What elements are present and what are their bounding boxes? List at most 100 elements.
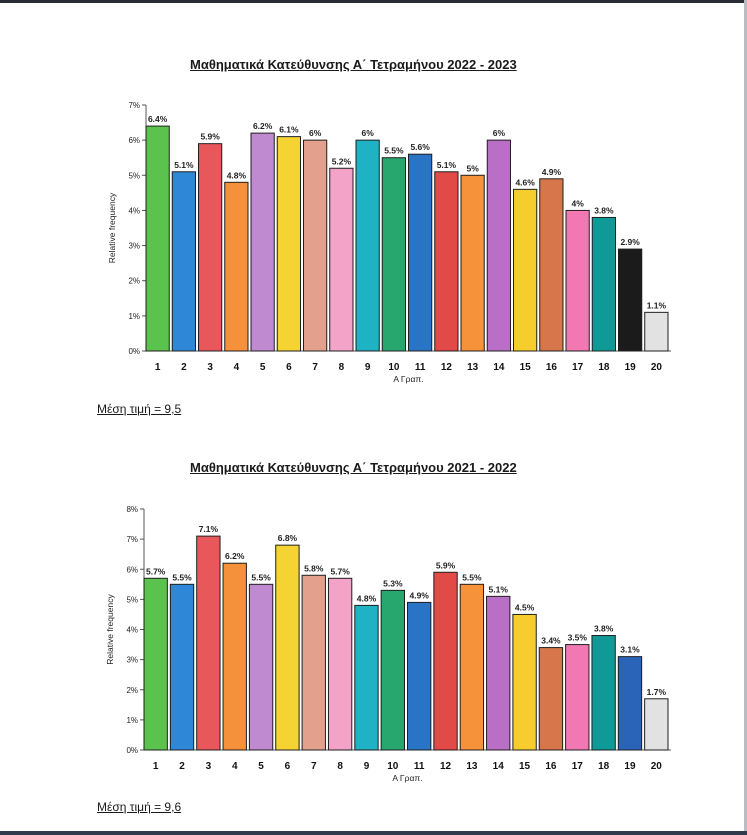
chart-1-data-label-8: 5.2% bbox=[332, 156, 352, 166]
chart-2-bar-1 bbox=[143, 577, 168, 751]
chart-1-x-tick-13: 13 bbox=[467, 362, 479, 373]
chart-2-x-tick-3: 3 bbox=[206, 761, 212, 772]
chart-1-data-label-7: 6% bbox=[309, 128, 322, 138]
chart-2-bar-3 bbox=[196, 535, 221, 751]
chart-1-x-tick-1: 1 bbox=[155, 362, 161, 373]
chart-1-bar-13 bbox=[460, 174, 485, 352]
chart-2-y-tick-label: 4% bbox=[126, 626, 138, 635]
chart-2-bar-2 bbox=[169, 583, 195, 751]
chart-2-data-label-18: 3.8% bbox=[594, 624, 614, 634]
chart-2-x-tick-11: 11 bbox=[414, 761, 425, 772]
chart-2-y-axis-label: Relative frequency bbox=[105, 594, 115, 665]
chart-1-y-tick-label: 2% bbox=[128, 277, 140, 286]
chart-2-data-label-12: 5.9% bbox=[436, 560, 456, 570]
chart-1-plot: 0%1%2%3%4%5%6%7%Relative frequency6.4%15… bbox=[107, 101, 671, 384]
chart-2-bar-12 bbox=[433, 571, 458, 751]
chart-1-y-tick-label: 3% bbox=[128, 242, 140, 251]
chart-1-bar-12 bbox=[434, 171, 459, 352]
chart-2-bar-7 bbox=[301, 574, 326, 751]
chart-2-bar-14 bbox=[486, 595, 511, 751]
window-top-edge bbox=[0, 0, 747, 3]
chart-1-bar-14 bbox=[486, 139, 511, 352]
chart-1-data-label-6: 6.1% bbox=[279, 125, 299, 135]
chart-1-bar-17 bbox=[565, 209, 590, 352]
chart-1-data-label-10: 5.5% bbox=[384, 146, 404, 156]
chart-2-data-label-17: 3.5% bbox=[568, 633, 588, 643]
chart-1-data-label-19: 2.9% bbox=[620, 237, 640, 247]
chart-1-y-tick-label: 0% bbox=[128, 347, 140, 356]
chart-1-x-tick-3: 3 bbox=[207, 362, 213, 373]
chart-2-y-tick-label: 0% bbox=[126, 746, 138, 755]
chart-2-bar-10 bbox=[380, 589, 405, 751]
chart-2-y-tick-label: 7% bbox=[126, 535, 138, 544]
chart-1-y-tick-label: 5% bbox=[128, 171, 140, 180]
chart-1-data-label-18: 3.8% bbox=[594, 205, 614, 215]
chart-1-x-tick-7: 7 bbox=[312, 362, 318, 373]
window-bottom-edge bbox=[0, 831, 747, 835]
chart-1-x-tick-11: 11 bbox=[415, 362, 426, 373]
chart-1-x-tick-20: 20 bbox=[651, 362, 663, 373]
chart-1-x-tick-15: 15 bbox=[520, 362, 532, 373]
chart-2-data-label-10: 5.3% bbox=[383, 578, 403, 588]
chart-1-bar-19 bbox=[618, 248, 643, 352]
chart-1-y-tick-label: 6% bbox=[128, 136, 140, 145]
chart-1-bar-2 bbox=[171, 171, 196, 352]
chart-2-bar-4 bbox=[222, 562, 247, 751]
chart-2-y-tick-label: 6% bbox=[126, 565, 138, 574]
chart-2-data-label-16: 3.4% bbox=[541, 636, 561, 646]
chart-2-data-label-15: 4.5% bbox=[515, 602, 535, 612]
chart-2-mean-note: Μέση τιμή = 9,6 bbox=[97, 800, 182, 814]
chart-2-data-label-11: 4.9% bbox=[409, 590, 429, 600]
chart-1-y-tick-label: 4% bbox=[128, 206, 140, 215]
chart-1-x-tick-4: 4 bbox=[234, 362, 240, 373]
chart-2-data-label-20: 1.7% bbox=[647, 687, 667, 697]
chart-2-plot: 0% 1% 2% 3% 4% 5% 6% 7% 8% Relative frequency 5.7%… bbox=[105, 505, 671, 783]
chart-2-data-label-9: 4.8% bbox=[357, 593, 377, 603]
chart-1-x-tick-18: 18 bbox=[598, 362, 610, 373]
chart-1-bar-20 bbox=[644, 311, 669, 352]
chart-1-x-tick-19: 19 bbox=[625, 362, 637, 373]
chart-1-x-tick-2: 2 bbox=[181, 362, 187, 373]
chart-2-data-label-2: 5.5% bbox=[172, 572, 192, 582]
chart-1-data-label-2: 5.1% bbox=[174, 160, 194, 170]
chart-2-x-tick-8: 8 bbox=[337, 761, 343, 772]
chart-1-y-axis-label: Relative frequency bbox=[107, 192, 117, 263]
chart-1-x-tick-5: 5 bbox=[260, 362, 266, 373]
chart-2-title: Μαθηματικά Κατεύθυνσης Α΄ Τετραμήνου 202… bbox=[190, 460, 517, 475]
chart-1-bar-6 bbox=[276, 136, 301, 352]
chart-2-x-tick-9: 9 bbox=[364, 761, 370, 772]
chart-1-title: Μαθηματικά Κατεύθυνσης Α΄ Τετραμήνου 202… bbox=[190, 57, 517, 72]
chart-2-bar-8 bbox=[327, 577, 353, 751]
chart-2-y-tick-label: 1% bbox=[126, 716, 138, 725]
chart-1-data-label-16: 4.9% bbox=[542, 167, 562, 177]
chart-2-bar-15 bbox=[512, 613, 537, 751]
chart-1-data-label-15: 4.6% bbox=[515, 177, 535, 187]
chart-2-data-label-5: 5.5% bbox=[251, 572, 271, 582]
chart-2-x-tick-19: 19 bbox=[624, 761, 636, 772]
chart-1-bar-3 bbox=[198, 143, 223, 352]
chart-2-bar-16 bbox=[538, 647, 564, 751]
chart-1-bar-8 bbox=[329, 167, 354, 352]
chart-1-data-label-4: 4.8% bbox=[227, 170, 247, 180]
chart-1-bar-10 bbox=[381, 157, 406, 352]
chart-2-bar-20 bbox=[644, 698, 669, 751]
chart-1-bar-16 bbox=[539, 178, 564, 352]
chart-2-x-tick-1: 1 bbox=[153, 761, 159, 772]
chart-2-data-label-7: 5.8% bbox=[304, 563, 324, 573]
chart-2-x-tick-5: 5 bbox=[258, 761, 264, 772]
chart-1-bar-18 bbox=[591, 216, 616, 352]
chart-2-x-tick-10: 10 bbox=[387, 761, 399, 772]
chart-2-data-label-13: 5.5% bbox=[462, 572, 482, 582]
chart-1-bar-4 bbox=[224, 181, 249, 352]
chart-2-bar-19 bbox=[617, 656, 643, 751]
chart-1-bar-15 bbox=[513, 188, 538, 352]
chart-1-data-label-3: 5.9% bbox=[200, 132, 220, 142]
chart-2-x-tick-13: 13 bbox=[466, 761, 478, 772]
chart-2-x-tick-15: 15 bbox=[519, 761, 531, 772]
chart-1-x-tick-17: 17 bbox=[572, 362, 584, 373]
chart-2-x-tick-2: 2 bbox=[179, 761, 185, 772]
chart-1-data-label-9: 6% bbox=[361, 128, 374, 138]
chart-1-data-label-17: 4% bbox=[571, 198, 584, 208]
chart-2-x-tick-12: 12 bbox=[440, 761, 452, 772]
chart-2-x-tick-17: 17 bbox=[572, 761, 584, 772]
